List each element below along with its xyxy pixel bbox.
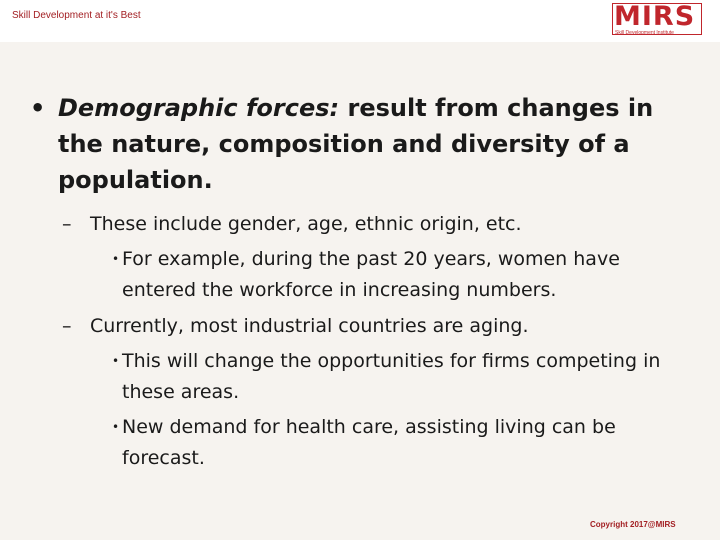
bullet-icon: •	[30, 94, 46, 122]
main-bullet: • Demographic forces: result from change…	[30, 90, 670, 198]
main-bullet-term: Demographic forces:	[58, 94, 340, 122]
sub-item-text: These include gender, age, ethnic origin…	[90, 213, 522, 235]
sub-item-1: – These include gender, age, ethnic orig…	[62, 209, 682, 240]
sub-sub-item-1: • For example, during the past 20 years,…	[112, 244, 682, 306]
sub-item-text: Currently, most industrial countries are…	[90, 315, 529, 337]
sub-item-2: – Currently, most industrial countries a…	[62, 311, 682, 342]
sub-sub-item-text: For example, during the past 20 years, w…	[122, 248, 620, 301]
logo-subtext: Skill Development Institute	[615, 30, 674, 36]
bullet-dot-icon: •	[112, 354, 120, 368]
sub-sub-item-text: This will change the opportunities for f…	[122, 350, 661, 403]
main-bullet-text: Demographic forces: result from changes …	[58, 90, 658, 198]
footer-copyright: Copyright 2017@MIRS	[590, 520, 676, 529]
logo-frame	[612, 3, 702, 35]
sub-sub-item-2: • This will change the opportunities for…	[112, 346, 682, 408]
bullet-dot-icon: •	[112, 252, 120, 266]
bullet-dot-icon: •	[112, 420, 120, 434]
logo	[594, 0, 720, 42]
logo-wordmark: MIRS	[614, 1, 696, 32]
header-tagline: Skill Development at it's Best	[12, 10, 141, 21]
main-bullet-body: result from changes in the nature, compo…	[58, 94, 654, 194]
sub-sub-item-text: New demand for health care, assisting li…	[122, 416, 616, 469]
dash-icon: –	[62, 315, 72, 337]
sub-sub-item-3: • New demand for health care, assisting …	[112, 412, 682, 474]
dash-icon: –	[62, 213, 72, 235]
slide-body	[0, 42, 720, 540]
